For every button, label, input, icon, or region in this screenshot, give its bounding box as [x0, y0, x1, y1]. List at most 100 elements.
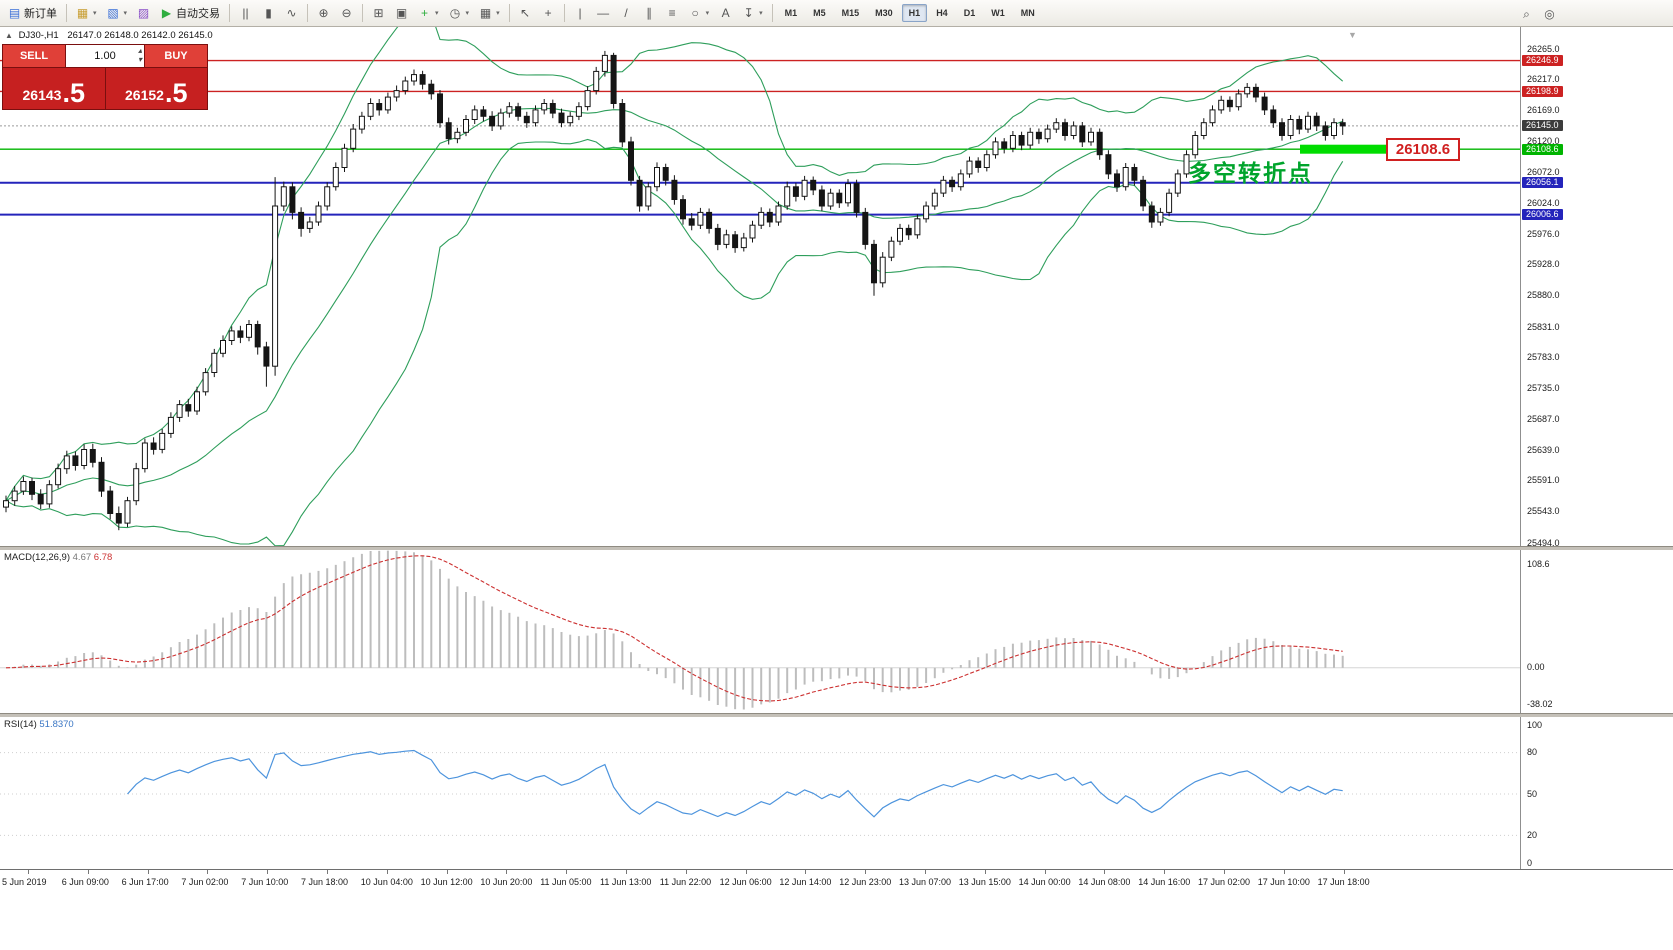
- time-axis-tick: [28, 870, 29, 874]
- new-chart-dropdown-icon[interactable]: ▾: [93, 10, 97, 17]
- auto-arrange-button[interactable]: ▣: [390, 1, 413, 25]
- timeframe-m30-button[interactable]: M30: [875, 8, 893, 18]
- volume-up-icon[interactable]: ▴: [137, 46, 142, 55]
- macd-axis[interactable]: 108.6 0.00 -38.02: [1520, 550, 1673, 713]
- horizontal-line-icon: —: [597, 6, 610, 20]
- timeframe-h1-button[interactable]: H1: [901, 4, 928, 22]
- vertical-line-button[interactable]: |: [569, 1, 592, 25]
- time-axis-tick: [1343, 870, 1345, 874]
- time-axis-tick: [1104, 870, 1106, 874]
- volume-down-icon[interactable]: ▾: [137, 55, 142, 64]
- chart-candles-icon: ▮: [265, 6, 272, 20]
- time-axis-label: 7 Jun 10:00: [241, 877, 289, 887]
- volume-spinner[interactable]: 1.00 ▴ ▾: [65, 45, 145, 67]
- chart-shift-marker-icon[interactable]: ▼: [1348, 30, 1357, 40]
- symbol-info: ▲ DJ30-,H1 26147.0 26148.0 26142.0 26145…: [5, 30, 213, 41]
- symbol-ohlc: 26147.0 26148.0 26142.0 26145.0: [67, 30, 213, 41]
- sell-button[interactable]: SELL: [3, 45, 65, 67]
- profiles-dropdown-icon[interactable]: ▾: [123, 10, 128, 17]
- buy-button[interactable]: BUY: [145, 45, 207, 67]
- sell-price-button[interactable]: 26143 .5: [3, 68, 105, 109]
- fibonacci-retracement-button[interactable]: ≡: [661, 1, 684, 25]
- volume-value[interactable]: 1.00: [94, 50, 116, 62]
- timeframe-m15-button[interactable]: M15: [841, 8, 860, 18]
- macd-pane[interactable]: 108.6 0.00 -38.02 MACD(12,26,9) 4.67 6.78: [0, 550, 1673, 713]
- vertical-line-icon: |: [578, 6, 582, 20]
- timeframe-mn-button[interactable]: MN: [1020, 8, 1035, 18]
- buy-price-button[interactable]: 26152 .5: [104, 68, 208, 109]
- new-chart-button[interactable]: ▦ ▾: [71, 1, 102, 25]
- arrow-tools-icon: ↧: [743, 6, 754, 20]
- timeframe-m1-button[interactable]: M1: [784, 8, 798, 18]
- macd-axis-label: 0.00: [1527, 662, 1545, 673]
- horizontal-line-button[interactable]: —: [592, 1, 615, 25]
- toolbar-separator: [307, 4, 309, 22]
- arrow-tools-button[interactable]: ↧ ▾: [737, 1, 768, 25]
- chart-annotation-text[interactable]: 多空转折点: [1188, 160, 1313, 186]
- rsi-axis[interactable]: 100 80 50 20 0: [1520, 717, 1673, 869]
- indicators-list-button[interactable]: + ▾: [413, 1, 444, 25]
- price-axis-label: 25543.0: [1527, 506, 1560, 517]
- macd-canvas[interactable]: [0, 550, 1520, 713]
- arrow-tools-dropdown-icon[interactable]: ▾: [759, 10, 763, 17]
- rsi-pane[interactable]: 100 80 50 20 0 RSI(14) 51.8370: [0, 717, 1673, 869]
- text-tool-button[interactable]: A: [714, 1, 737, 25]
- templates-dropdown-icon[interactable]: ▾: [496, 10, 500, 17]
- price-chart-canvas[interactable]: [0, 27, 1520, 546]
- shapes-dropdown-icon[interactable]: ▾: [705, 10, 710, 17]
- trend-line-button[interactable]: /: [615, 1, 638, 25]
- price-axis-label: 26217.0: [1527, 74, 1560, 85]
- time-axis-tick: [506, 870, 508, 874]
- chart-candles-button[interactable]: ▮: [257, 1, 280, 25]
- timeframe-d1-button[interactable]: D1: [963, 8, 976, 18]
- price-axis-label: 25639.0: [1527, 444, 1560, 455]
- crosshair-button[interactable]: +: [537, 1, 560, 25]
- price-level-label[interactable]: 26108.6: [1386, 138, 1460, 161]
- auto-trading-button[interactable]: ▶ 自动交易: [155, 1, 225, 25]
- toolbar: ▤ 新订单 ▦ ▾ ▧ ▾ ▨ ▶ 自动交易 || ▮ ∿ ⊕ ⊖ ⊞ ▣ + ▾ ◷ ▾ ▦ ▾ ↖ + | — / ∥ ≡ ○ ▾ A ↧ ▾…: [0, 0, 1673, 27]
- price-axis-label: 25880.0: [1527, 290, 1560, 301]
- time-axis-tick: [1224, 870, 1225, 874]
- equidistant-channel-icon: ∥: [646, 6, 653, 20]
- templates-button[interactable]: ▦ ▾: [474, 1, 505, 25]
- time-axis-label: 10 Jun 20:00: [480, 877, 533, 887]
- rsi-label: RSI(14) 51.8370: [4, 719, 74, 730]
- price-axis-label: 25976.0: [1527, 228, 1560, 239]
- chart-line-button[interactable]: ∿: [280, 1, 303, 25]
- main-chart-pane[interactable]: 26265.0 26246.9 26217.0 26198.9 26169.0 26145…: [0, 27, 1673, 548]
- collapse-arrow-icon[interactable]: ▲: [5, 31, 13, 40]
- periods-list-button[interactable]: ◷ ▾: [444, 1, 475, 25]
- time-axis-tick: [566, 870, 568, 874]
- time-axis-tick: [745, 870, 747, 874]
- data-window-button[interactable]: ▨: [132, 1, 155, 25]
- cursor-button[interactable]: ↖: [514, 1, 537, 25]
- new-order-button[interactable]: ▤ 新订单: [3, 1, 62, 25]
- zoom-out-icon: ⊖: [341, 6, 352, 20]
- zoom-in-button[interactable]: ⊕: [312, 1, 335, 25]
- pane-splitter[interactable]: [0, 713, 1673, 717]
- toolbar-separator: [229, 4, 231, 22]
- equidistant-channel-button[interactable]: ∥: [638, 1, 661, 25]
- search-button[interactable]: ⌕: [1515, 2, 1538, 26]
- rsi-axis-label: 100: [1527, 719, 1543, 730]
- indicators-list-dropdown-icon[interactable]: ▾: [435, 10, 439, 17]
- time-axis-label: 11 Jun 13:00: [600, 877, 652, 887]
- new-order-label: 新订单: [24, 8, 57, 20]
- timeframe-m5-button[interactable]: M5: [813, 8, 826, 18]
- shapes-button[interactable]: ○ ▾: [684, 1, 715, 25]
- pane-splitter[interactable]: [0, 546, 1673, 550]
- timeframe-w1-button[interactable]: W1: [991, 8, 1005, 18]
- profiles-button[interactable]: ▧ ▾: [102, 1, 133, 25]
- periods-list-dropdown-icon[interactable]: ▾: [465, 10, 470, 17]
- time-axis-label: 6 Jun 09:00: [61, 877, 109, 887]
- community-button[interactable]: ◎: [1538, 2, 1561, 26]
- timeframe-h4-button[interactable]: H4: [936, 8, 948, 18]
- price-axis-label: 25928.0: [1527, 259, 1560, 270]
- rsi-canvas[interactable]: [0, 717, 1520, 869]
- chart-bars-button[interactable]: ||: [234, 1, 257, 25]
- time-axis[interactable]: 5 Jun 2019 6 Jun 09:00 6 Jun 17:00 7 Jun 02…: [0, 869, 1673, 896]
- zoom-out-button[interactable]: ⊖: [335, 1, 358, 25]
- toolbar-separator: [771, 4, 773, 22]
- price-axis[interactable]: 26265.0 26246.9 26217.0 26198.9 26169.0 26145…: [1520, 27, 1673, 548]
- tile-windows-button[interactable]: ⊞: [367, 1, 390, 25]
